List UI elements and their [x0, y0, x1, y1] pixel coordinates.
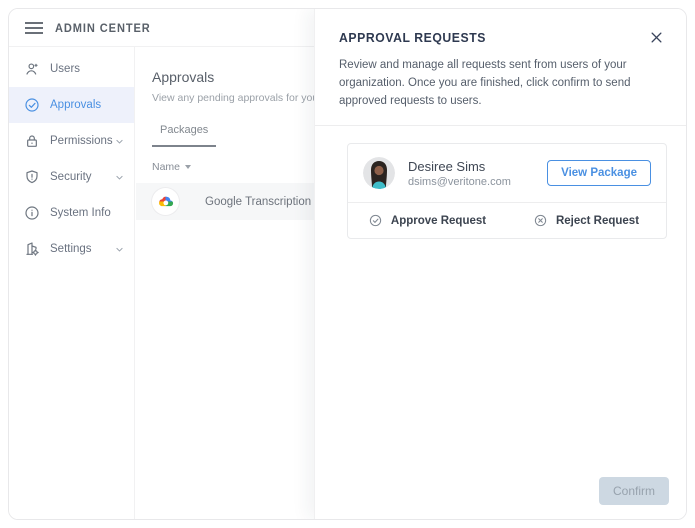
sidebar-item-label: Approvals: [50, 99, 102, 111]
drawer-description: Review and manage all requests sent from…: [339, 59, 631, 107]
admin-center-window: ADMIN CENTER Users Approvals: [8, 8, 687, 520]
lock-icon: [24, 133, 40, 149]
reject-request-button[interactable]: Reject Request: [507, 203, 666, 238]
approve-check-circle-icon: [369, 214, 382, 227]
sidebar-item-users[interactable]: Users: [9, 51, 134, 87]
sidebar-item-label: Permissions: [50, 135, 113, 147]
users-icon: [24, 61, 40, 77]
sidebar-item-settings[interactable]: Settings: [9, 231, 134, 267]
view-package-button[interactable]: View Package: [547, 160, 651, 187]
sidebar-item-label: Settings: [50, 243, 92, 255]
chevron-down-icon: [115, 173, 124, 182]
sidebar-item-label: Users: [50, 63, 81, 75]
sidebar-item-security[interactable]: Security: [9, 159, 134, 195]
reject-x-circle-icon: [534, 214, 547, 227]
sidebar: Users Approvals Permissions: [9, 47, 135, 519]
divider: [315, 125, 686, 127]
google-cloud-icon: [152, 188, 179, 215]
avatar: [363, 157, 395, 190]
sidebar-item-permissions[interactable]: Permissions: [9, 123, 134, 159]
sidebar-item-approvals[interactable]: Approvals: [9, 87, 134, 123]
hamburger-menu-icon[interactable]: [25, 21, 43, 35]
requester-name: Desiree Sims: [408, 158, 486, 174]
package-name: Google Transcription (V7): [205, 195, 337, 208]
chevron-down-icon: [115, 137, 124, 146]
drawer-title: APPROVAL REQUESTS: [339, 30, 486, 45]
sort-caret-icon: [185, 165, 192, 169]
sidebar-item-label: Security: [50, 171, 92, 183]
shield-icon: [24, 169, 40, 185]
chevron-down-icon: [115, 245, 124, 254]
app-title: ADMIN CENTER: [55, 20, 151, 35]
page-title: Approvals: [152, 69, 215, 85]
approve-request-button[interactable]: Approve Request: [348, 203, 507, 238]
info-circle-icon: [24, 205, 40, 221]
organization-gear-icon: [24, 241, 40, 257]
close-icon[interactable]: [649, 30, 664, 45]
sidebar-item-system-info[interactable]: System Info: [9, 195, 134, 231]
column-header-name[interactable]: Name: [152, 161, 686, 173]
approval-request-card: Desiree Sims dsims@veritone.com View Pac…: [347, 143, 667, 240]
requester-email: dsims@veritone.com: [408, 175, 511, 188]
check-circle-icon: [24, 97, 40, 113]
sidebar-item-label: System Info: [50, 207, 111, 219]
confirm-button[interactable]: Confirm: [598, 477, 669, 505]
approval-requests-drawer: APPROVAL REQUESTS Review and manage all …: [314, 9, 686, 519]
tab-packages[interactable]: Packages: [152, 124, 217, 147]
